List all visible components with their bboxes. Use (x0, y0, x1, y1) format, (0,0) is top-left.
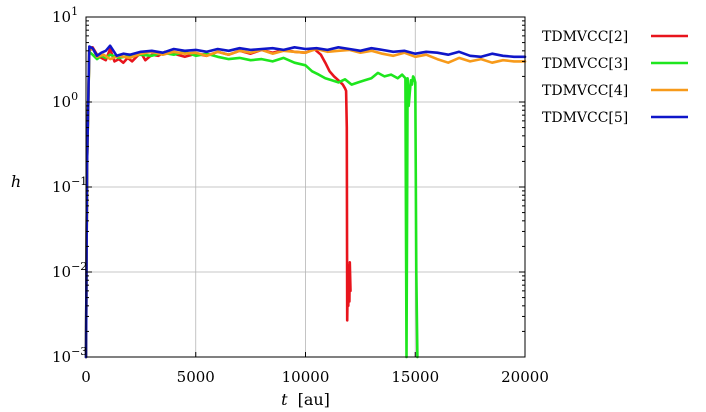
legend: TDMVCC[2] TDMVCC[3] TDMVCC[4] TDMVCC[5] (542, 29, 688, 126)
x-tick-label: 15000 (391, 368, 439, 386)
legend-label: TDMVCC[4] (542, 83, 628, 99)
x-axis-label: t [au] (281, 390, 330, 409)
x-tick-label: 5000 (177, 368, 215, 386)
x-axis-var: t (281, 390, 288, 409)
series-line-tdmvcc5 (84, 44, 527, 359)
axis-ticks: 0 5000 10000 15000 20000 10−3 10−2 10−1 100 101 (52, 5, 549, 386)
y-tick-label: 100 (52, 90, 78, 111)
legend-label: TDMVCC[3] (542, 56, 628, 72)
legend-label: TDMVCC[5] (542, 110, 628, 126)
x-tick-label: 0 (81, 368, 91, 386)
legend-label: TDMVCC[2] (542, 29, 628, 45)
y-tick-label: 101 (52, 5, 78, 26)
axis-labels: t [au] h (11, 172, 330, 409)
y-tick-label: 10−1 (52, 175, 87, 196)
series-line-tdmvcc3 (84, 50, 419, 359)
y-tick-label: 10−2 (52, 260, 87, 281)
series-layer (84, 44, 527, 359)
grid (85, 16, 526, 358)
series-line-tdmvcc2 (84, 45, 352, 359)
x-tick-label: 10000 (282, 368, 330, 386)
x-tick-label: 20000 (501, 368, 549, 386)
y-axis-label: h (11, 172, 21, 191)
x-axis-unit: [au] (298, 390, 330, 409)
y-tick-label: 10−3 (52, 345, 87, 366)
